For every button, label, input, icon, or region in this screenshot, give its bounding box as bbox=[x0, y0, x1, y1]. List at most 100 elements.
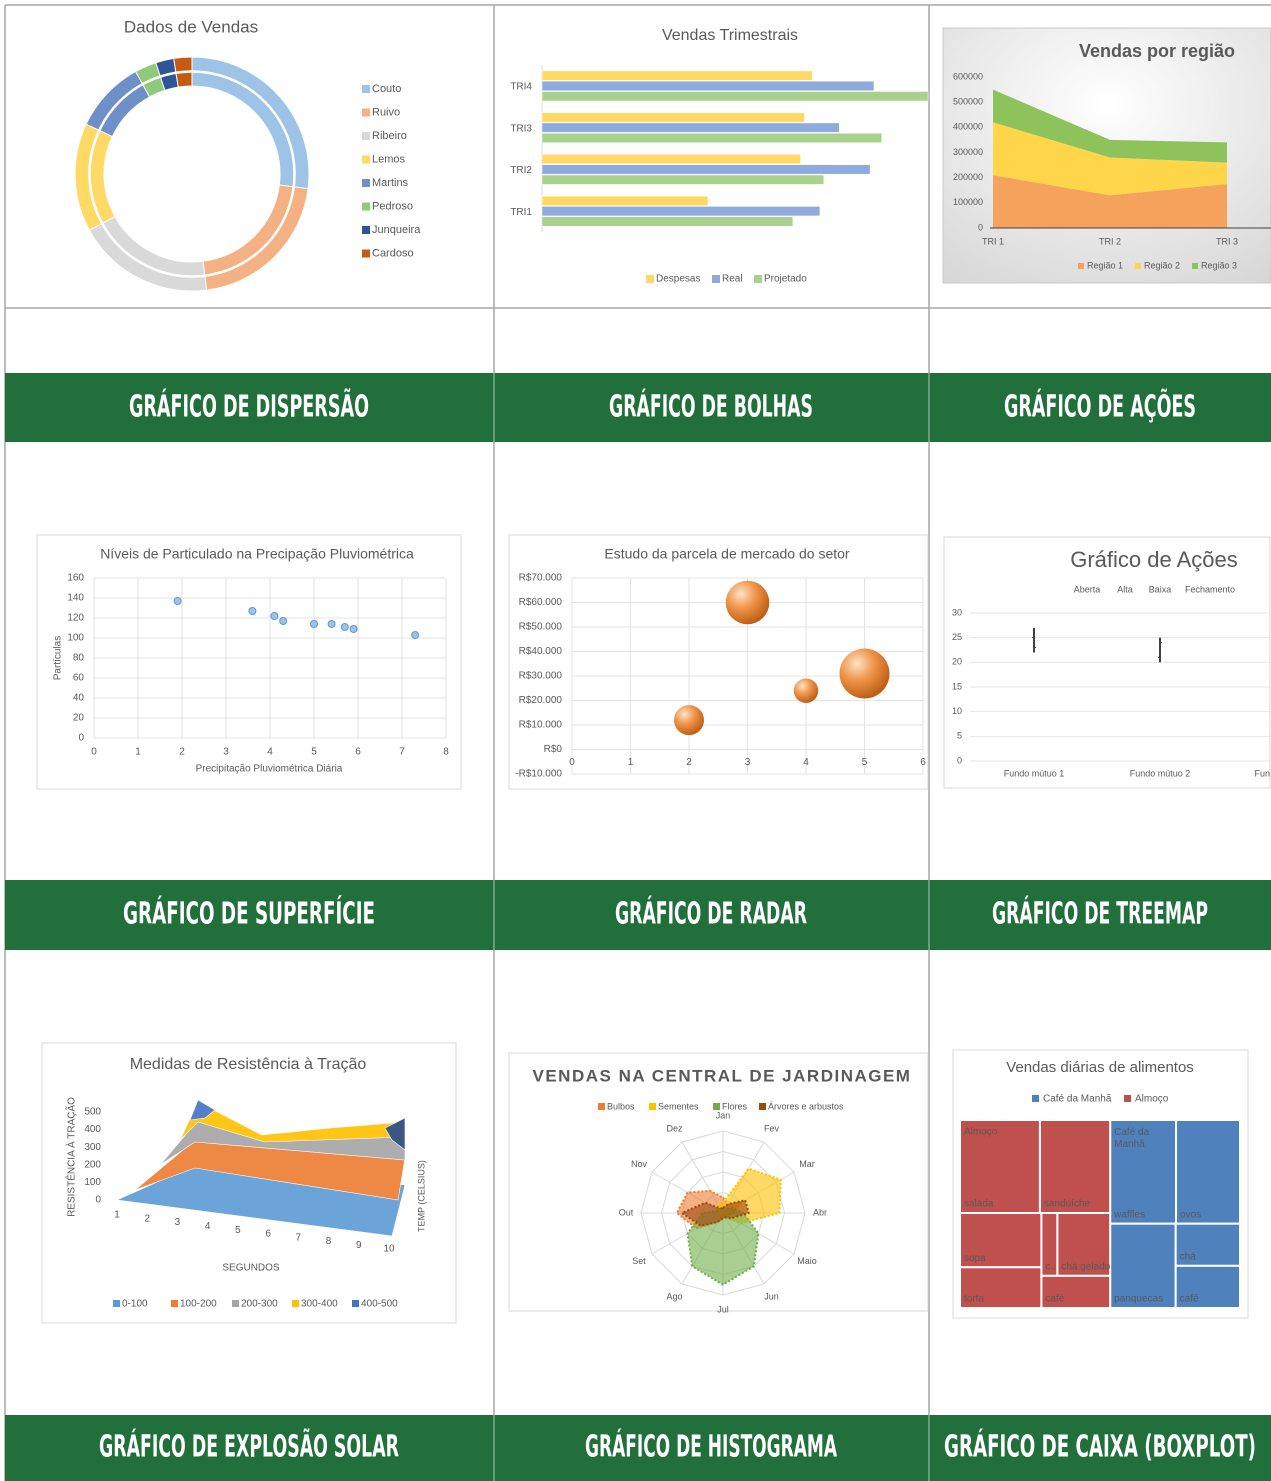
area bbox=[993, 89, 1227, 163]
y-tick-label: 60 bbox=[73, 673, 85, 684]
y-tick-label: 20 bbox=[952, 657, 962, 667]
y-tick-label: 100000 bbox=[953, 197, 983, 207]
legend-swatch bbox=[1032, 1095, 1039, 1102]
category-label: Out bbox=[619, 1207, 634, 1217]
category-label: TRI4 bbox=[510, 82, 532, 93]
y-tick-label: 20 bbox=[73, 713, 85, 724]
legend-label: 200-300 bbox=[241, 1299, 278, 1310]
category-label: Jan bbox=[716, 1110, 731, 1120]
x-tick-label: 2 bbox=[144, 1213, 150, 1224]
legend-label: 400-500 bbox=[361, 1299, 398, 1310]
y-axis-label: Partículas bbox=[53, 636, 64, 680]
y-tick-label: 200000 bbox=[953, 172, 983, 182]
cell-label: sanduíche bbox=[1044, 1199, 1091, 1210]
legend-swatch bbox=[1124, 1095, 1131, 1102]
chart-title: Níveis de Particulado na Precipação Pluv… bbox=[100, 546, 414, 562]
x-tick-label: 2 bbox=[686, 757, 692, 768]
cell-label: chá bbox=[1180, 1251, 1197, 1262]
legend-swatch bbox=[232, 1300, 239, 1307]
y-tick-label: 400000 bbox=[953, 122, 983, 132]
legend-swatch bbox=[1135, 263, 1141, 269]
legend-label: Pedroso bbox=[372, 200, 413, 212]
treemap-cell bbox=[1175, 1119, 1241, 1225]
cell-label: café bbox=[1045, 1294, 1064, 1305]
bar bbox=[541, 216, 794, 227]
legend-swatch bbox=[362, 179, 370, 187]
x-tick-label: 1 bbox=[135, 747, 141, 758]
y-tick-label: R$40.000 bbox=[519, 646, 563, 657]
chart-title: Vendas diárias de alimentos bbox=[1006, 1059, 1194, 1076]
y-tick-label: R$60.000 bbox=[519, 597, 563, 608]
category-label: Jul bbox=[717, 1304, 729, 1314]
point bbox=[310, 620, 318, 628]
category-label: Mar bbox=[799, 1159, 815, 1169]
legend-label: Martins bbox=[372, 177, 409, 189]
legend-label: Baixa bbox=[1149, 584, 1172, 594]
chart-title: Medidas de Resistência à Tração bbox=[130, 1056, 367, 1073]
y-tick-label: R$0 bbox=[544, 744, 563, 755]
category-label: Fev bbox=[764, 1123, 780, 1133]
legend-label: Junqueira bbox=[372, 224, 421, 236]
y-tick-label: 15 bbox=[952, 681, 962, 691]
x-tick-label: 4 bbox=[267, 747, 273, 758]
legend-swatch bbox=[598, 1103, 605, 1110]
cell-label: c... bbox=[1045, 1261, 1058, 1272]
y-tick-label: 0 bbox=[78, 733, 84, 744]
x-tick-label: 1 bbox=[114, 1210, 120, 1221]
y-tick-label: 80 bbox=[73, 653, 85, 664]
bar bbox=[541, 91, 929, 102]
legend-label: Projetado bbox=[764, 274, 807, 285]
y-tick-label: 0 bbox=[957, 755, 962, 765]
donut-segment bbox=[202, 184, 309, 291]
treemap-cell bbox=[1174, 1222, 1242, 1267]
cell-label: panquecas bbox=[1114, 1294, 1163, 1305]
x-tick-label: 5 bbox=[311, 747, 317, 758]
x-tick-label: Fundo mútuo 2 bbox=[1130, 768, 1191, 778]
x-tick-label: 6 bbox=[920, 757, 926, 768]
category-label: Jun bbox=[764, 1291, 779, 1301]
x-tick-label: 4 bbox=[205, 1221, 211, 1232]
chart-title: VENDAS NA CENTRAL DE JARDINAGEM bbox=[533, 1066, 912, 1085]
group-label: Café da Manhã bbox=[1114, 1127, 1149, 1150]
legend-label: Lemos bbox=[372, 153, 406, 165]
y-tick-label: 100 bbox=[67, 633, 84, 644]
legend-label: Flores bbox=[722, 1101, 748, 1111]
bar bbox=[541, 122, 840, 133]
legend-label: 100-200 bbox=[180, 1299, 217, 1310]
legend-label: 0-100 bbox=[122, 1299, 148, 1310]
bubble bbox=[725, 580, 770, 625]
chart-title: Dados de Vendas bbox=[124, 17, 258, 36]
y-tick-label: 500 bbox=[84, 1107, 101, 1118]
section-heading: GRÁFICO DE DISPERSÃO bbox=[129, 388, 369, 425]
column-dividers bbox=[493, 373, 930, 1481]
x-tick-label: 6 bbox=[265, 1229, 271, 1240]
point bbox=[248, 607, 257, 615]
legend-swatch bbox=[362, 155, 370, 164]
legend-swatch bbox=[362, 249, 370, 258]
x-tick-label: 0 bbox=[569, 757, 575, 768]
point bbox=[349, 625, 358, 633]
point bbox=[411, 631, 420, 639]
x-tick-label: TRI 3 bbox=[1216, 236, 1238, 246]
surface-shape bbox=[115, 1099, 406, 1237]
legend-swatch bbox=[759, 1103, 766, 1110]
legend-swatch bbox=[362, 202, 370, 211]
bar bbox=[541, 195, 709, 206]
treemap-cell bbox=[959, 1119, 1041, 1214]
legend-swatch bbox=[352, 1300, 359, 1307]
bar bbox=[541, 112, 805, 123]
legend-swatch bbox=[1078, 263, 1084, 269]
bubble bbox=[674, 705, 704, 736]
section-heading: GRÁFICO DE BOLHAS bbox=[609, 389, 813, 425]
cell-label: waffles bbox=[1113, 1209, 1145, 1220]
legend-label: Bulbos bbox=[607, 1101, 635, 1111]
y-axis-label: RESISTÊNCIA À TRAÇÃO bbox=[65, 1097, 78, 1217]
cell-label: café bbox=[1180, 1294, 1199, 1305]
legend-swatch bbox=[1192, 263, 1198, 269]
chart-title: Vendas por região bbox=[1079, 41, 1235, 61]
x-tick-label: 3 bbox=[175, 1217, 181, 1228]
section-heading: GRÁFICO DE HISTOGRAMA bbox=[585, 1429, 837, 1465]
legend-swatch bbox=[362, 132, 370, 140]
legend-swatch bbox=[712, 275, 720, 283]
legend-swatch bbox=[754, 275, 762, 283]
